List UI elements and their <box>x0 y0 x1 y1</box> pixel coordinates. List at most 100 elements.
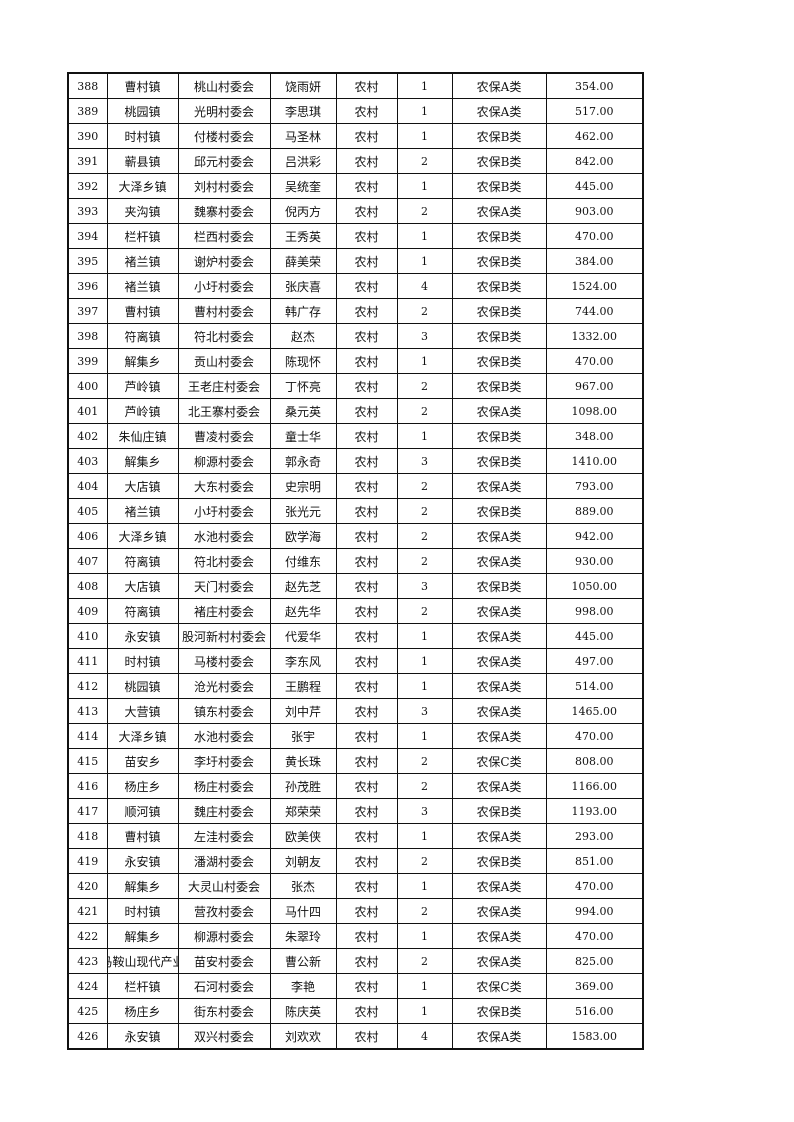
table-row: 419 永安镇 潘湖村委会 刘朝友 农村 2 农保B类 851.00 <box>67 848 644 874</box>
town-cell: 大泽乡镇 <box>106 723 179 749</box>
amount-cell: 470.00 <box>545 723 644 749</box>
name-cell: 马什四 <box>269 898 337 924</box>
village-cell: 马楼村委会 <box>177 648 271 674</box>
insurance-type-cell: 农保A类 <box>451 773 547 799</box>
village-cell: 邱元村委会 <box>177 148 271 174</box>
row-number-cell: 419 <box>67 848 108 874</box>
town-cell: 桃园镇 <box>106 673 179 699</box>
household-size-cell: 1 <box>396 998 453 1024</box>
table-row: 420 解集乡 大灵山村委会 张杰 农村 1 农保A类 470.00 <box>67 873 644 899</box>
row-number-cell: 401 <box>67 398 108 424</box>
town-cell: 大营镇 <box>106 698 179 724</box>
amount-cell: 793.00 <box>545 473 644 499</box>
row-number-cell: 407 <box>67 548 108 574</box>
area-type-cell: 农村 <box>335 523 398 549</box>
household-size-cell: 1 <box>396 623 453 649</box>
insurance-type-cell: 农保A类 <box>451 523 547 549</box>
insurance-type-cell: 农保A类 <box>451 198 547 224</box>
village-cell: 双兴村委会 <box>177 1023 271 1050</box>
table-row: 398 符离镇 符北村委会 赵杰 农村 3 农保B类 1332.00 <box>67 323 644 349</box>
town-cell: 褚兰镇 <box>106 248 179 274</box>
insurance-type-cell: 农保B类 <box>451 998 547 1024</box>
name-cell: 马圣林 <box>269 123 337 149</box>
town-cell: 夹沟镇 <box>106 198 179 224</box>
village-cell: 苗安村委会 <box>177 948 271 974</box>
area-type-cell: 农村 <box>335 673 398 699</box>
area-type-cell: 农村 <box>335 173 398 199</box>
name-cell: 薛美荣 <box>269 248 337 274</box>
amount-cell: 445.00 <box>545 623 644 649</box>
amount-cell: 445.00 <box>545 173 644 199</box>
table-row: 401 芦岭镇 北王寨村委会 桑元英 农村 2 农保A类 1098.00 <box>67 398 644 424</box>
row-number-cell: 413 <box>67 698 108 724</box>
name-cell: 黄长珠 <box>269 748 337 774</box>
household-size-cell: 4 <box>396 273 453 299</box>
town-cell: 符离镇 <box>106 548 179 574</box>
amount-cell: 1098.00 <box>545 398 644 424</box>
household-size-cell: 3 <box>396 698 453 724</box>
town-cell: 曹村镇 <box>106 72 179 99</box>
row-number-cell: 400 <box>67 373 108 399</box>
household-size-cell: 1 <box>396 123 453 149</box>
amount-cell: 470.00 <box>545 873 644 899</box>
area-type-cell: 农村 <box>335 648 398 674</box>
row-number-cell: 416 <box>67 773 108 799</box>
amount-cell: 514.00 <box>545 673 644 699</box>
table-row: 408 大店镇 天门村委会 赵先芝 农村 3 农保B类 1050.00 <box>67 573 644 599</box>
amount-cell: 293.00 <box>545 823 644 849</box>
table-row: 417 顺河镇 魏庄村委会 郑荣荣 农村 3 农保B类 1193.00 <box>67 798 644 824</box>
household-size-cell: 4 <box>396 1023 453 1050</box>
insurance-type-cell: 农保A类 <box>451 98 547 124</box>
town-cell: 褚兰镇 <box>106 498 179 524</box>
town-cell: 桃园镇 <box>106 98 179 124</box>
town-cell: 解集乡 <box>106 923 179 949</box>
amount-cell: 369.00 <box>545 973 644 999</box>
amount-cell: 851.00 <box>545 848 644 874</box>
town-cell: 大泽乡镇 <box>106 523 179 549</box>
row-number-cell: 395 <box>67 248 108 274</box>
row-number-cell: 402 <box>67 423 108 449</box>
town-cell: 蕲县镇 <box>106 148 179 174</box>
row-number-cell: 396 <box>67 273 108 299</box>
row-number-cell: 391 <box>67 148 108 174</box>
town-cell: 时村镇 <box>106 123 179 149</box>
name-cell: 赵先芝 <box>269 573 337 599</box>
village-cell: 潘湖村委会 <box>177 848 271 874</box>
row-number-cell: 424 <box>67 973 108 999</box>
name-cell: 郑荣荣 <box>269 798 337 824</box>
village-cell: 水池村委会 <box>177 723 271 749</box>
name-cell: 刘中芹 <box>269 698 337 724</box>
household-size-cell: 3 <box>396 573 453 599</box>
area-type-cell: 农村 <box>335 273 398 299</box>
insurance-type-cell: 农保A类 <box>451 598 547 624</box>
name-cell: 孙茂胜 <box>269 773 337 799</box>
table-body: 388 曹村镇 桃山村委会 饶雨妍 农村 1 农保A类 354.00 389 桃园镇 光明村委会 李思… <box>67 72 644 1050</box>
row-number-cell: 421 <box>67 898 108 924</box>
row-number-cell: 417 <box>67 798 108 824</box>
name-cell: 朱翠玲 <box>269 923 337 949</box>
row-number-cell: 412 <box>67 673 108 699</box>
name-cell: 刘欢欢 <box>269 1023 337 1050</box>
table-row: 413 大营镇 镇东村委会 刘中芹 农村 3 农保A类 1465.00 <box>67 698 644 724</box>
table-row: 393 夹沟镇 魏寨村委会 倪丙方 农村 2 农保A类 903.00 <box>67 198 644 224</box>
table-row: 425 杨庄乡 街东村委会 陈庆英 农村 1 农保B类 516.00 <box>67 998 644 1024</box>
insurance-type-cell: 农保B类 <box>451 123 547 149</box>
town-cell: 永安镇 <box>106 623 179 649</box>
data-table: 388 曹村镇 桃山村委会 饶雨妍 农村 1 农保A类 354.00 389 桃园镇 光明村委会 李思… <box>67 72 644 1050</box>
amount-cell: 1166.00 <box>545 773 644 799</box>
insurance-type-cell: 农保A类 <box>451 1023 547 1050</box>
name-cell: 欧学海 <box>269 523 337 549</box>
insurance-type-cell: 农保B类 <box>451 798 547 824</box>
name-cell: 张庆喜 <box>269 273 337 299</box>
table-row: 388 曹村镇 桃山村委会 饶雨妍 农村 1 农保A类 354.00 <box>67 72 644 99</box>
household-size-cell: 2 <box>396 398 453 424</box>
row-number-cell: 406 <box>67 523 108 549</box>
amount-cell: 903.00 <box>545 198 644 224</box>
town-cell: 解集乡 <box>106 348 179 374</box>
insurance-type-cell: 农保A类 <box>451 698 547 724</box>
row-number-cell: 392 <box>67 173 108 199</box>
village-cell: 光明村委会 <box>177 98 271 124</box>
row-number-cell: 398 <box>67 323 108 349</box>
row-number-cell: 393 <box>67 198 108 224</box>
village-cell: 左洼村委会 <box>177 823 271 849</box>
